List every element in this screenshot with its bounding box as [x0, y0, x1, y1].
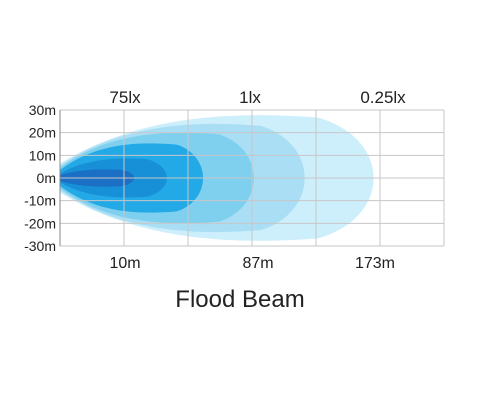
lux-label-75: 75lx	[109, 88, 141, 107]
y-tick-label: 20m	[29, 125, 56, 141]
lux-label-0-25: 0.25lx	[360, 88, 406, 107]
y-tick-label: 30m	[29, 102, 56, 118]
y-tick-label: -10m	[24, 193, 56, 209]
y-tick-labels: 30m 20m 10m 0m -10m -20m -30m	[24, 102, 56, 254]
lux-label-1: 1lx	[239, 88, 261, 107]
y-tick-label: -20m	[24, 215, 56, 231]
y-tick-label: 0m	[37, 170, 56, 186]
distance-label-10m: 10m	[109, 255, 140, 272]
grid-lines	[59, 109, 445, 247]
y-tick-label: 10m	[29, 147, 56, 163]
distance-label-173m: 173m	[355, 255, 395, 272]
y-tick-label: -30m	[24, 238, 56, 254]
chart-title: Flood Beam	[175, 286, 305, 313]
distance-label-87m: 87m	[242, 255, 273, 272]
